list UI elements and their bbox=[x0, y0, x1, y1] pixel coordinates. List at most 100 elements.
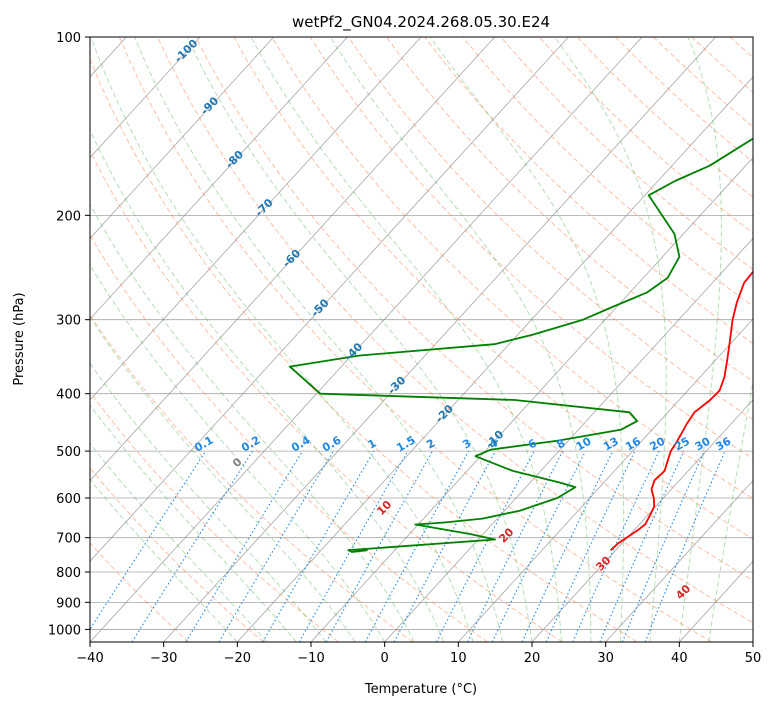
dry-adiabat-line bbox=[90, 313, 414, 642]
isotherm-line bbox=[605, 479, 753, 642]
dry-adiabat-line bbox=[90, 58, 638, 642]
isotherm-line bbox=[752, 641, 753, 642]
moist-adiabat-line bbox=[554, 37, 667, 642]
moist-adiabat-line bbox=[90, 442, 268, 642]
mixing-ratio-line bbox=[572, 450, 660, 642]
isotherm-line bbox=[163, 37, 717, 642]
mixing-ratio-line bbox=[599, 450, 685, 642]
moist-adiabat-line bbox=[90, 128, 445, 642]
dry-adiabat-line bbox=[90, 149, 563, 642]
x-axis-label: Temperature (°C) bbox=[364, 682, 477, 697]
plot-area: 0.1 0.2 0.4 0.6 1 1.5 2 3 4 6 8 10 13 16 20 25 30 36-100-… bbox=[90, 37, 753, 642]
mixing-ratio-label: 20 bbox=[648, 434, 668, 453]
x-tick-label: −40 bbox=[76, 651, 103, 666]
moist-adiabat-label: 10 bbox=[374, 498, 394, 518]
isotherm-line bbox=[90, 37, 201, 159]
y-tick-label: 400 bbox=[56, 388, 81, 403]
dry-adiabat-line bbox=[309, 37, 753, 460]
dry-adiabat-line bbox=[195, 37, 753, 582]
x-tick-label: 50 bbox=[745, 651, 762, 666]
mixing-ratio-line bbox=[621, 450, 705, 642]
moist-adiabat-line bbox=[90, 316, 356, 642]
mixing-ratio-line bbox=[131, 450, 254, 642]
moist-adiabat-label: 20 bbox=[496, 525, 516, 545]
x-tick-label: 20 bbox=[524, 651, 541, 666]
dry-adiabat-line bbox=[90, 391, 339, 642]
x-tick-label: −30 bbox=[150, 651, 177, 666]
moist-adiabat-line bbox=[250, 37, 562, 642]
y-tick-label: 200 bbox=[56, 209, 81, 224]
moist-adiabat-line bbox=[708, 379, 753, 642]
mixing-ratio-label: 2 bbox=[424, 437, 437, 452]
x-tick-label: 30 bbox=[597, 651, 614, 666]
mixing-ratio-line bbox=[467, 450, 564, 642]
mixing-ratio-line bbox=[364, 450, 470, 642]
dry-adiabat-line bbox=[90, 467, 264, 642]
isotherm-line bbox=[90, 37, 422, 401]
y-tick-label: 900 bbox=[56, 596, 81, 611]
chart-title: wetPf2_GN04.2024.268.05.30.E24 bbox=[292, 13, 550, 32]
mixing-ratio-line bbox=[218, 450, 334, 642]
y-tick-label: 500 bbox=[56, 445, 81, 460]
mixing-ratio-label: 13 bbox=[601, 435, 621, 454]
isotherm-line bbox=[90, 37, 569, 562]
dewpoint-profile-line bbox=[288, 137, 753, 553]
moist-adiabat-line bbox=[134, 37, 503, 642]
dry-adiabat-line bbox=[424, 37, 753, 344]
y-axis: 100 200 300 400 500 600 700 800 900 1000 bbox=[48, 31, 90, 638]
mixing-ratio-label: 30 bbox=[693, 434, 713, 453]
moist-adiabat-line bbox=[429, 37, 625, 642]
isotherm-line bbox=[90, 37, 275, 239]
moist-adiabat-line bbox=[90, 404, 297, 642]
temperature-profile-line bbox=[609, 270, 753, 551]
isotherm-line bbox=[90, 37, 643, 642]
y-tick-label: 1000 bbox=[48, 623, 81, 638]
dry-adiabat-line bbox=[90, 542, 190, 642]
x-tick-label: −10 bbox=[297, 651, 324, 666]
x-tick-label: 10 bbox=[450, 651, 467, 666]
dry-adiabat-line bbox=[729, 37, 753, 59]
series-lines bbox=[288, 137, 753, 553]
x-tick-label: −20 bbox=[224, 651, 251, 666]
moist-adiabat-line bbox=[186, 37, 533, 642]
moist-adiabat-line bbox=[90, 37, 474, 642]
dry-adiabat-line bbox=[538, 37, 753, 234]
isotherm-line bbox=[531, 399, 753, 642]
moist-adiabat-label: 40 bbox=[673, 582, 693, 602]
mixing-ratio-label: 25 bbox=[672, 435, 692, 454]
dry-adiabat-line bbox=[271, 37, 753, 500]
y-tick-label: 800 bbox=[56, 566, 81, 581]
mixing-ratio-line bbox=[644, 450, 726, 642]
mixing-ratio-line bbox=[393, 450, 496, 642]
y-tick-label: 300 bbox=[56, 314, 81, 329]
plot-frame bbox=[89, 36, 754, 643]
dry-adiabat-line bbox=[233, 37, 753, 540]
y-tick-label: 600 bbox=[56, 492, 81, 507]
x-axis: −40 −30 −20 −10 0 10 20 30 40 50 bbox=[76, 642, 761, 666]
dry-adiabat-line bbox=[118, 37, 712, 642]
mixing-ratio-line bbox=[491, 450, 586, 642]
moist-adiabat-line bbox=[90, 263, 386, 642]
dry-adiabat-line bbox=[615, 37, 753, 163]
y-axis-label: Pressure (hPa) bbox=[12, 292, 27, 385]
y-tick-label: 100 bbox=[56, 31, 81, 46]
dry-adiabat-line bbox=[691, 37, 753, 93]
moist-adiabat-line bbox=[90, 202, 415, 642]
mixing-ratio-line bbox=[325, 450, 433, 642]
isotherm-line bbox=[90, 37, 348, 320]
isotherm-line bbox=[458, 318, 753, 642]
mixing-ratio-label: 16 bbox=[623, 434, 643, 453]
y-tick-label: 700 bbox=[56, 532, 81, 547]
isotherm-line bbox=[384, 237, 753, 642]
moist-adiabat-line bbox=[329, 37, 592, 642]
mixing-ratio-label: 36 bbox=[713, 434, 733, 453]
dry-adiabat-line bbox=[157, 37, 753, 624]
moist-adiabat-label: 0 bbox=[230, 455, 245, 470]
x-tick-label: 0 bbox=[381, 651, 389, 666]
dry-adiabat-line bbox=[386, 37, 753, 382]
mixing-ratio-line bbox=[185, 450, 304, 642]
dry-adiabat-line bbox=[576, 37, 753, 198]
mixing-ratio-line bbox=[90, 450, 207, 631]
dry-adiabat-line bbox=[653, 37, 753, 128]
